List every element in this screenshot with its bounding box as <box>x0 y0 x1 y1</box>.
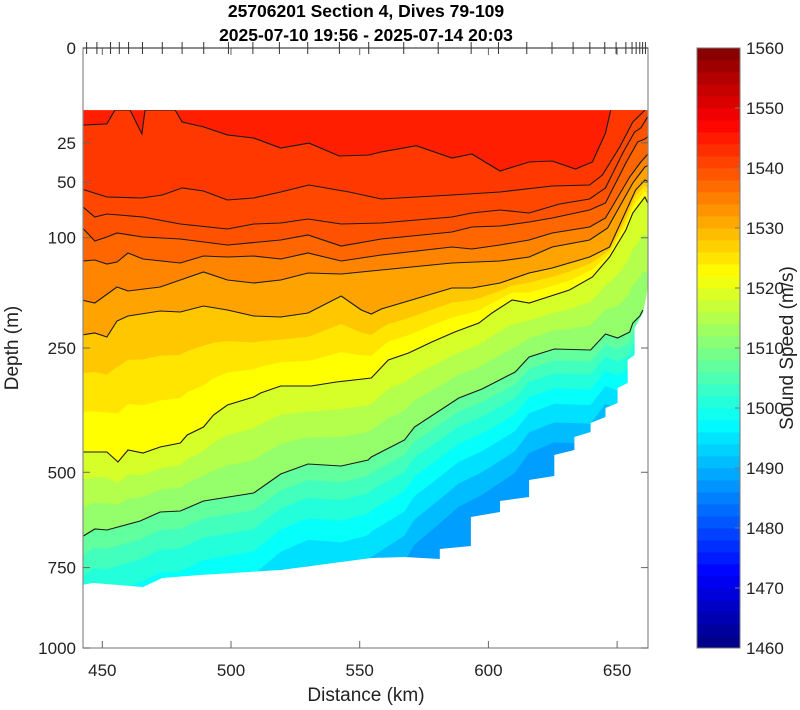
colorbar-segment <box>697 336 740 349</box>
colorbar-segment <box>697 468 740 481</box>
colorbar-segment <box>697 108 740 121</box>
colorbar-segment <box>697 600 740 613</box>
colorbar-segment <box>697 216 740 229</box>
colorbar-segment <box>697 564 740 577</box>
colorbar-tick-label: 1460 <box>746 639 784 658</box>
contour-fills <box>83 110 648 587</box>
x-tick-label: 500 <box>217 661 245 680</box>
y-tick-label: 100 <box>48 229 76 248</box>
colorbar-segment <box>697 576 740 589</box>
colorbar-tick-label: 1520 <box>746 279 784 298</box>
colorbar-segment <box>697 324 740 337</box>
contour-fill-band <box>83 373 648 587</box>
colorbar-segment <box>697 408 740 421</box>
colorbar-tick-label: 1530 <box>746 219 784 238</box>
colorbar-segment <box>697 84 740 97</box>
colorbar-segment <box>697 120 740 133</box>
colorbar-segment <box>697 372 740 385</box>
contour-line <box>83 110 648 230</box>
y-tick-label: 25 <box>57 134 76 153</box>
colorbar-segment <box>697 300 740 313</box>
colorbar-segment <box>697 252 740 265</box>
colorbar-tick-label: 1510 <box>746 339 784 358</box>
colorbar-segment <box>697 312 740 325</box>
contour-line <box>83 110 646 201</box>
colorbar-segment <box>697 420 740 433</box>
y-tick-label: 500 <box>48 463 76 482</box>
colorbar-label: Sound Speed (m/s) <box>777 266 798 430</box>
x-axis-label: Distance (km) <box>307 685 424 706</box>
colorbar-segment <box>697 396 740 409</box>
contour-line <box>83 174 648 338</box>
colorbar-segment <box>697 480 740 493</box>
colorbar-segment <box>697 516 740 529</box>
colorbar-segment <box>697 624 740 637</box>
colorbar-segment <box>697 240 740 253</box>
colorbar: 1460 1470 1480 1490 1500 1510 1520 1530 1540 1550… <box>696 39 784 658</box>
colorbar-segment <box>697 60 740 73</box>
colorbar-segment <box>697 276 740 289</box>
x-tick-label: 550 <box>346 661 374 680</box>
colorbar-segment <box>697 228 740 241</box>
colorbar-segment <box>697 48 740 61</box>
colorbar-segment <box>697 72 740 85</box>
y-tick-label: 0 <box>67 39 76 58</box>
colorbar-segment <box>697 432 740 445</box>
colorbar-segment <box>697 456 740 469</box>
colorbar-segment <box>697 540 740 553</box>
x-tick-label: 650 <box>603 661 631 680</box>
colorbar-segment <box>697 552 740 565</box>
plot-area <box>83 110 648 587</box>
colorbar-segment <box>697 132 740 145</box>
x-tick-label: 450 <box>88 661 116 680</box>
chart-title-line-2: 2025-07-10 19:56 - 2025-07-14 20:03 <box>219 25 513 45</box>
dive-markers <box>83 42 648 54</box>
colorbar-segment <box>697 96 740 109</box>
colorbar-segment <box>697 636 740 649</box>
colorbar-tick-label: 1540 <box>746 159 784 178</box>
colorbar-segment <box>697 528 740 541</box>
axes: 450 500 550 600 650 0 25 50 100 250 500 750 1000 <box>38 39 648 680</box>
colorbar-tick-label: 1500 <box>746 399 784 418</box>
contour-line <box>83 195 648 463</box>
y-tick-label: 50 <box>57 173 76 192</box>
colorbar-segment <box>697 384 740 397</box>
colorbar-segment <box>697 156 740 169</box>
colorbar-tick-label: 1480 <box>746 519 784 538</box>
colorbar-segment <box>697 492 740 505</box>
colorbar-segment <box>697 180 740 193</box>
colorbar-segment <box>697 588 740 601</box>
contour-line <box>83 144 648 265</box>
colorbar-segment <box>697 360 740 373</box>
colorbar-tick-label: 1490 <box>746 459 784 478</box>
contour-line <box>83 124 648 247</box>
x-tick-label: 600 <box>474 661 502 680</box>
y-tick-label: 1000 <box>38 639 76 658</box>
colorbar-segment <box>697 288 740 301</box>
colorbar-segment <box>697 348 740 361</box>
colorbar-segment <box>697 612 740 625</box>
contour-line <box>83 309 644 538</box>
y-tick-label: 250 <box>48 339 76 358</box>
contour-line <box>83 110 612 172</box>
colorbar-tick-label: 1470 <box>746 579 784 598</box>
colorbar-tick-label: 1550 <box>746 99 784 118</box>
colorbar-segment <box>697 504 740 517</box>
colorbar-segment <box>697 144 740 157</box>
colorbar-segment <box>697 168 740 181</box>
colorbar-tick-label: 1560 <box>746 39 784 58</box>
colorbar-segment <box>697 264 740 277</box>
y-tick-label: 750 <box>48 559 76 578</box>
colorbar-segment <box>697 204 740 217</box>
colorbar-segment <box>697 444 740 457</box>
y-axis-label: Depth (m) <box>2 306 23 390</box>
contour-line <box>83 159 648 304</box>
colorbar-segment <box>697 192 740 205</box>
chart-title-line-1: 25706201 Section 4, Dives 79-109 <box>228 1 505 21</box>
contour-lines <box>83 110 648 538</box>
